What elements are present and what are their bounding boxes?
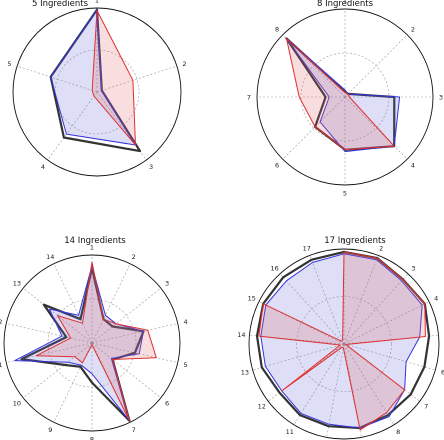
radar-panel-14-ingredients: 14 Ingredients 1234567891011121314 (0, 220, 222, 440)
chart-title: 17 Ingredients (324, 236, 386, 246)
radar-spoke (23, 287, 93, 344)
category-tick-label: 1 (95, 0, 99, 5)
radar-spoke (344, 34, 408, 98)
radar-grid-ring (296, 296, 392, 392)
category-tick-label: 13 (13, 280, 21, 288)
category-tick-label: 11 (0, 361, 3, 369)
chart-title: 8 Ingredients (317, 0, 374, 9)
radar-spoke (6, 323, 93, 344)
radar-spoke (23, 342, 93, 399)
radar-spoke (6, 342, 93, 363)
radar-spoke (344, 96, 408, 160)
category-tick-label: 14 (237, 331, 245, 339)
series-red-polygon (286, 38, 395, 151)
radar-spoke (91, 263, 131, 344)
radar-outer-circle (256, 8, 434, 186)
radar-spoke (282, 96, 346, 160)
radar-panel-5-ingredients: 5 Ingredients 1 2 3 4 5 (0, 0, 222, 220)
category-tick-label: 15 (248, 295, 256, 303)
category-tick-label: 2 (379, 245, 383, 253)
category-tick-label: 3 (149, 163, 153, 171)
series-red-polygon (35, 261, 157, 422)
radar-outer-circle (3, 254, 181, 432)
category-tick-label: 3 (165, 280, 169, 288)
category-tick-label: 7 (132, 426, 136, 434)
radar-spoke (53, 342, 93, 423)
category-tick-label: 2 (132, 253, 136, 261)
radar-outer-circle (12, 7, 182, 177)
category-tick-label: 3 (411, 264, 415, 272)
radar-chart: 14 Ingredients 1234567891011121314 (0, 236, 188, 440)
series-red-polygon (91, 10, 136, 146)
category-tick-label: 14 (46, 253, 54, 261)
radar-spoke (91, 287, 161, 344)
category-tick-label: 17 (303, 245, 311, 253)
category-tick-label: 8 (275, 26, 279, 34)
category-tick-label: 12 (0, 318, 3, 326)
category-tick-label: 1 (343, 0, 347, 6)
series-red-polygon (258, 251, 426, 431)
radar-outer-circle (248, 248, 440, 440)
category-tick-label: 4 (434, 295, 438, 303)
category-tick-label: 5 (7, 60, 11, 68)
radar-spoke (91, 323, 178, 344)
category-tick-label: 4 (411, 161, 415, 169)
radar-spoke (17, 65, 98, 93)
radar-chart: 17 Ingredients 1234567891011121314151617 (237, 236, 444, 440)
radar-spoke (96, 65, 177, 93)
series-blue-polygon (14, 265, 144, 422)
category-tick-label: 4 (41, 163, 45, 171)
category-tick-label: 5 (184, 361, 188, 369)
category-tick-label: 7 (424, 403, 428, 411)
chart-title: 14 Ingredients (64, 236, 126, 246)
category-tick-label: 3 (439, 94, 443, 102)
category-tick-label: 13 (241, 369, 249, 377)
category-tick-label: 10 (13, 399, 21, 407)
chart-title: 5 Ingredients (32, 0, 89, 9)
category-tick-label: 2 (411, 26, 415, 34)
radar-spoke (53, 263, 93, 344)
category-tick-label: 16 (270, 264, 278, 272)
category-tick-label: 9 (48, 426, 52, 434)
category-tick-label: 8 (90, 436, 94, 440)
radar-chart: 5 Ingredients 1 2 3 4 5 (7, 0, 187, 177)
series-black-polygon (20, 267, 145, 422)
category-tick-label: 11 (286, 428, 294, 436)
category-tick-label: 5 (343, 190, 347, 198)
category-tick-label: 8 (396, 428, 400, 436)
category-tick-label: 4 (184, 318, 188, 326)
radar-spoke (47, 91, 98, 161)
category-tick-label: 6 (275, 161, 279, 169)
radar-panel-17-ingredients: 17 Ingredients 1234567891011121314151617 (222, 220, 444, 440)
category-tick-label: 6 (165, 399, 169, 407)
category-tick-label: 6 (441, 369, 444, 377)
series-blue-polygon (286, 38, 401, 153)
category-tick-label: 7 (247, 94, 251, 102)
category-tick-label: 1 (90, 244, 94, 252)
radar-chart: 8 Ingredients 1 2 3 4 5 6 7 8 (247, 0, 443, 198)
category-tick-label: 12 (258, 403, 266, 411)
category-tick-label: 1 (342, 238, 346, 246)
radar-panel-8-ingredients: 8 Ingredients 1 2 3 4 5 6 7 8 (222, 0, 444, 220)
category-tick-label: 2 (182, 60, 186, 68)
